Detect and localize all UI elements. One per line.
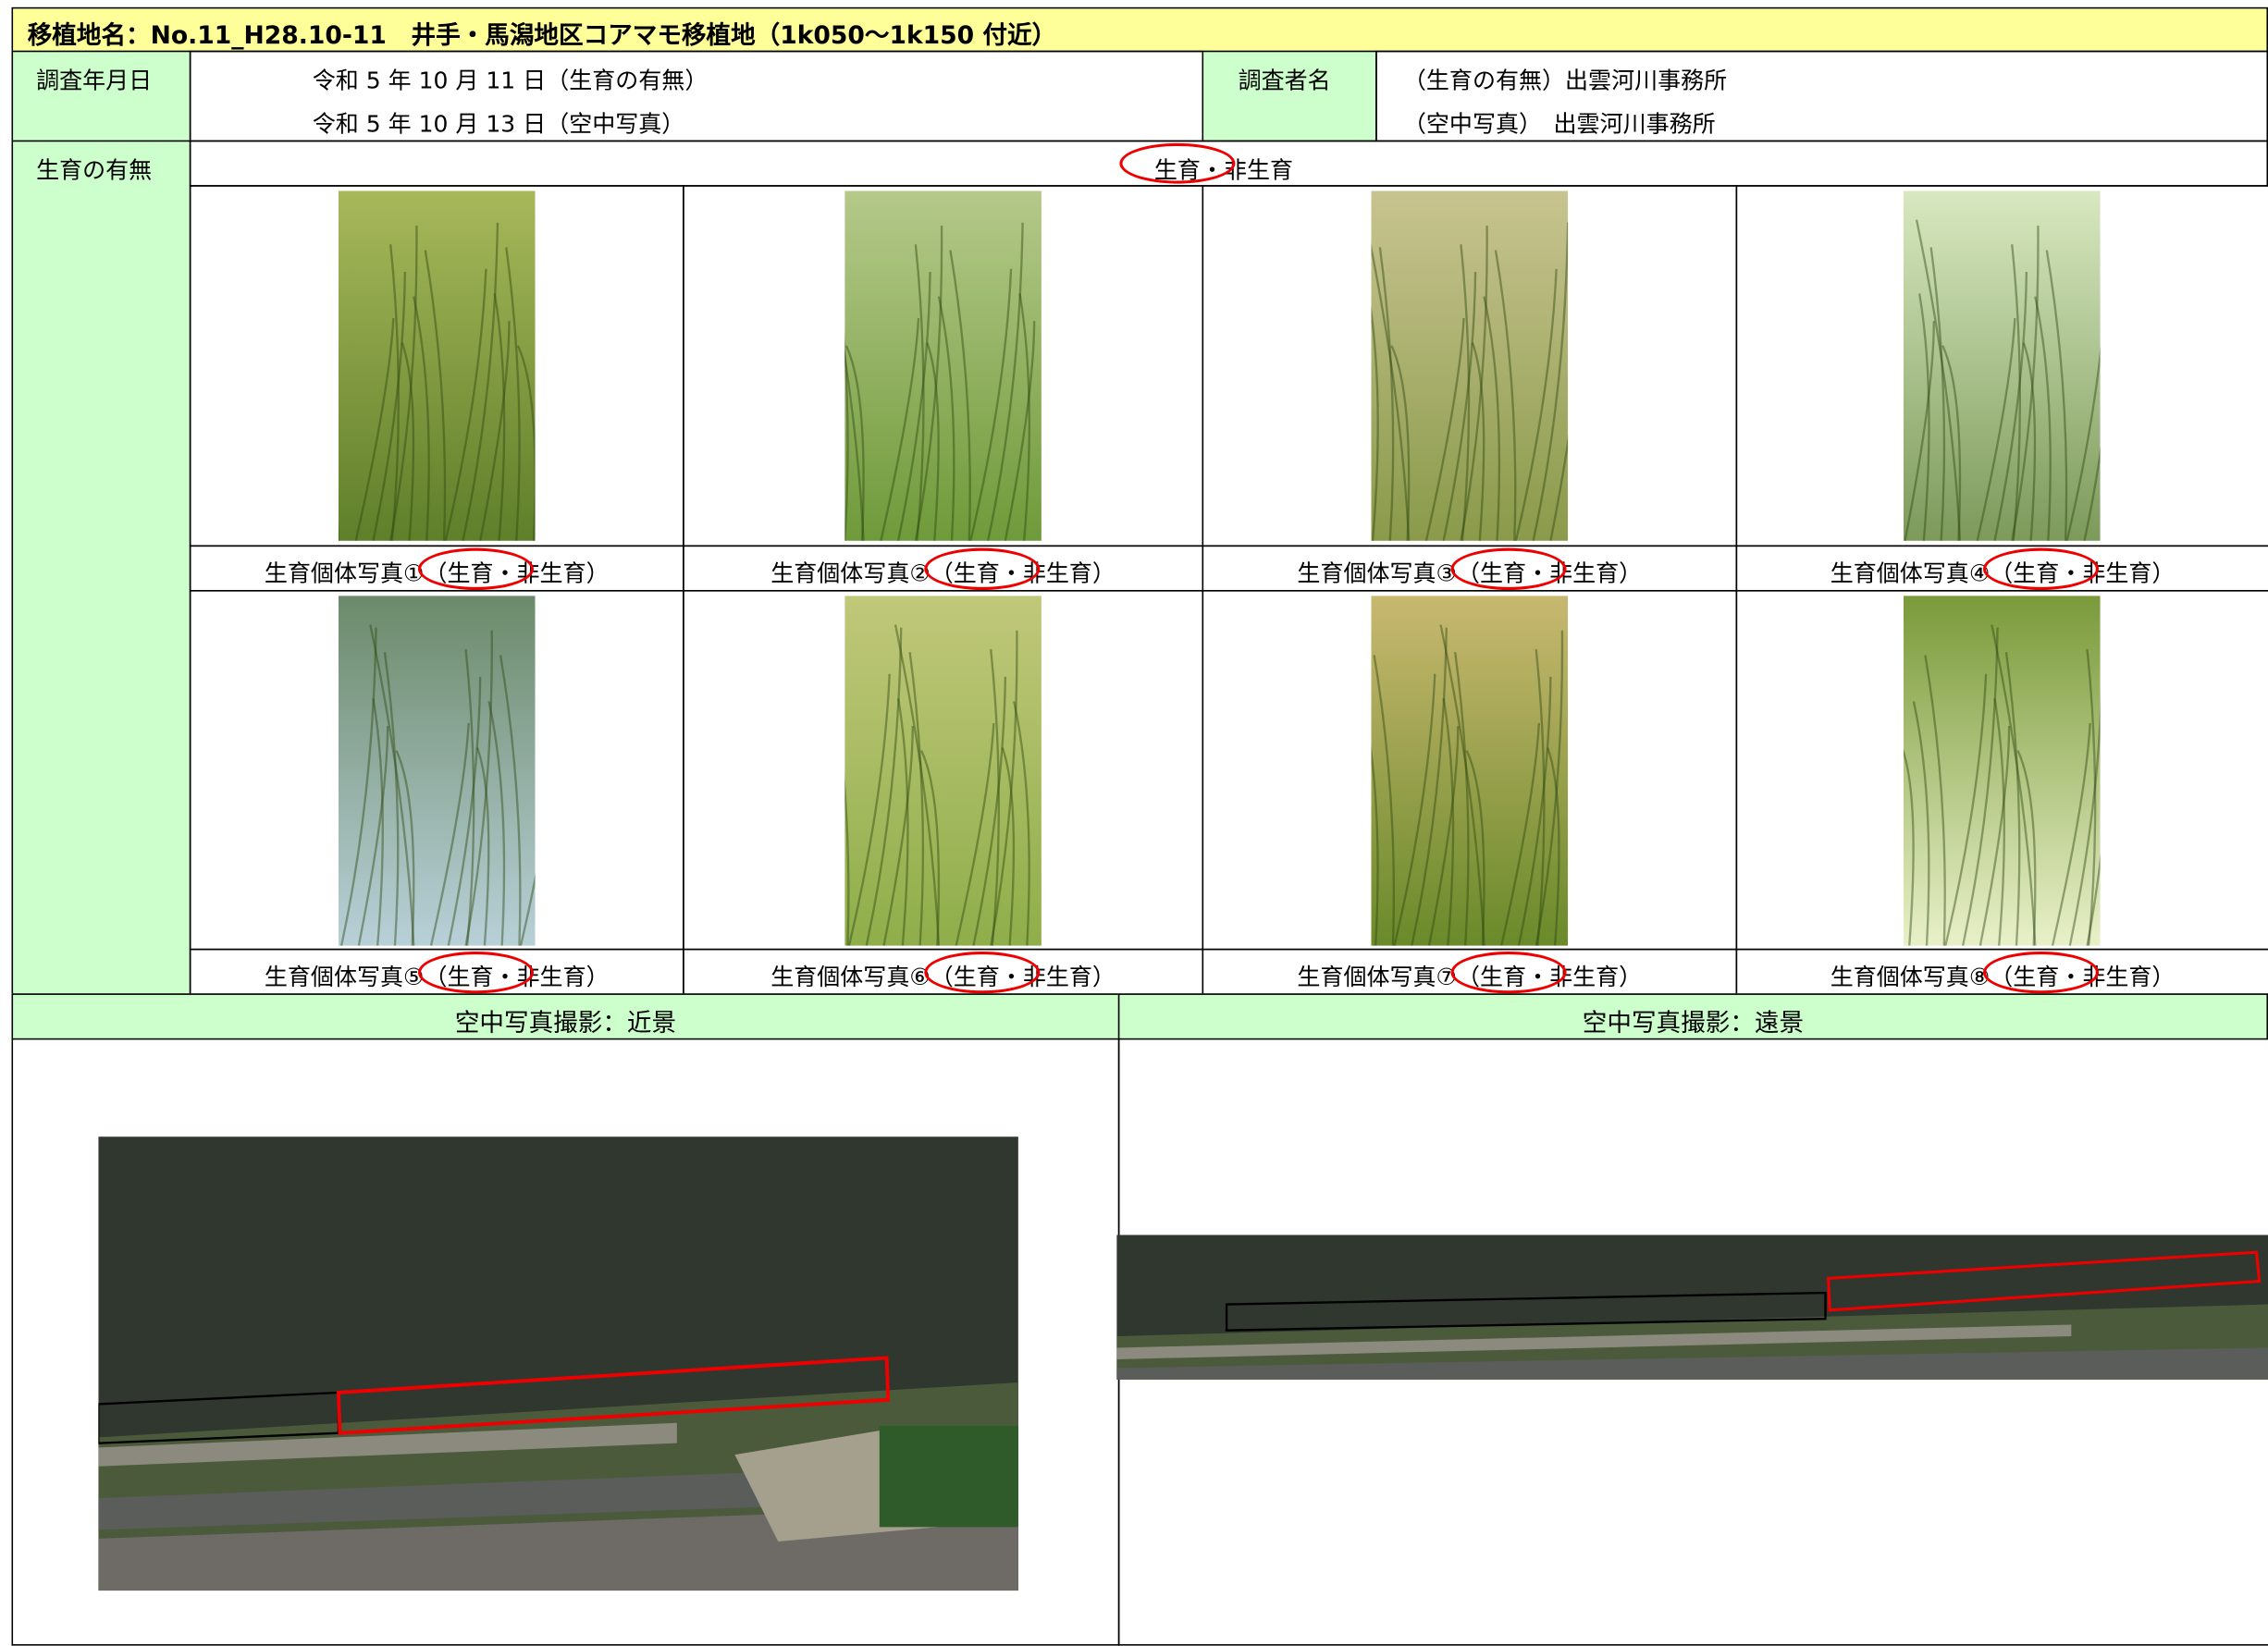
photo xyxy=(1903,596,2101,946)
presence-cell: 生育・非生育 xyxy=(189,140,2268,187)
selection-circle xyxy=(1982,951,2100,994)
aerial-far-photo xyxy=(1116,1234,2268,1380)
date: 令和 5 年 10 月 11 日（生育の有無） xyxy=(312,66,709,94)
selection-circle xyxy=(1449,951,1566,994)
date-label-cell: 調査年月日 xyxy=(11,50,191,142)
surveyor: （空中写真） 出雲河川事務所 xyxy=(1402,109,1716,138)
caption-cell: 生育個体写真③（生育・非生育） xyxy=(1202,545,1738,592)
presence-label: 生育の有無 xyxy=(36,155,153,184)
selection-circle xyxy=(1119,142,1236,184)
title-row: 移植地名：No.11_H28.10-11 井手・馬潟地区コアマモ移植地（1k05… xyxy=(11,6,2268,53)
caption-cell: 生育個体写真⑤（生育・非生育） xyxy=(189,948,684,995)
photo xyxy=(844,596,1042,946)
photo xyxy=(338,596,535,946)
date-label: 調査年月日 xyxy=(36,66,153,94)
aerial-near-header: 空中写真撮影：近景 xyxy=(11,993,1120,1040)
caption-cell: 生育個体写真⑥（生育・非生育） xyxy=(683,948,1204,995)
title: 移植地名：No.11_H28.10-11 井手・馬潟地区コアマモ移植地（1k05… xyxy=(27,21,1057,51)
photo xyxy=(1370,596,1568,946)
aerial-far-header: 空中写真撮影：遠景 xyxy=(1117,993,2268,1040)
selection-circle xyxy=(923,951,1040,994)
caption-cell: 生育個体写真⑦（生育・非生育） xyxy=(1202,948,1738,995)
photo xyxy=(1370,190,1568,541)
surveyor-label-cell: 調査者名 xyxy=(1202,50,1377,142)
caption-cell: 生育個体写真②（生育・非生育） xyxy=(683,545,1204,592)
photo xyxy=(844,190,1042,541)
date: 令和 5 年 10 月 13 日（空中写真） xyxy=(312,109,685,138)
surveyor: （生育の有無）出雲河川事務所 xyxy=(1402,66,1728,94)
surveyor-cell: （生育の有無）出雲河川事務所 （空中写真） 出雲河川事務所 xyxy=(1375,50,2268,142)
selection-circle xyxy=(417,951,534,994)
selection-circle xyxy=(417,547,534,591)
caption-cell: 生育個体写真①（生育・非生育） xyxy=(189,545,684,592)
selection-circle xyxy=(923,547,1040,591)
surveyor-label: 調査者名 xyxy=(1238,66,1331,94)
photo xyxy=(1903,190,2101,541)
aerial-near-label: 空中写真撮影：近景 xyxy=(454,1009,677,1038)
caption-cell: 生育個体写真④（生育・非生育） xyxy=(1735,545,2268,592)
aerial-near-photo xyxy=(98,1136,1018,1591)
selection-circle xyxy=(1449,547,1566,591)
aerial-far-label: 空中写真撮影：遠景 xyxy=(1582,1009,1805,1038)
presence-label-cell: 生育の有無 xyxy=(11,140,191,995)
selection-circle xyxy=(1982,547,2100,591)
caption-cell: 生育個体写真⑧（生育・非生育） xyxy=(1735,948,2268,995)
photo xyxy=(338,190,535,541)
date-cell: 令和 5 年 10 月 11 日（生育の有無） 令和 5 年 10 月 13 日… xyxy=(189,50,1204,142)
